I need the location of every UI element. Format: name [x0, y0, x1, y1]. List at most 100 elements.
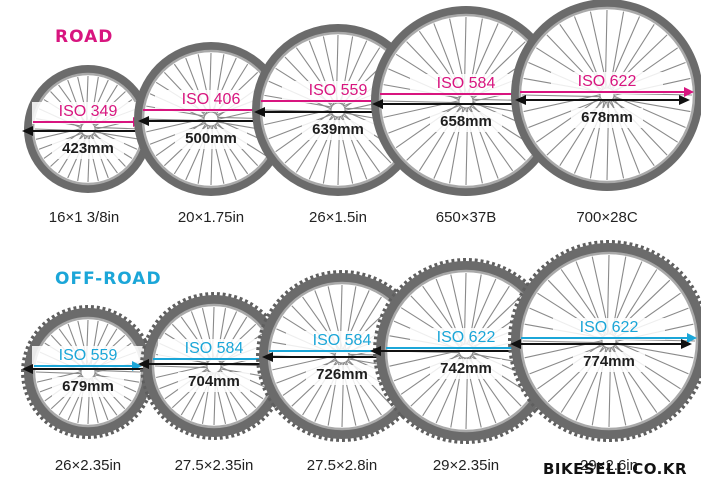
iso-arrow-head	[687, 333, 697, 343]
diameter-label: 774mm	[583, 353, 635, 370]
iso-label-bg	[158, 339, 270, 361]
wheel: ISO 584 658mm	[371, 6, 561, 196]
spoke	[529, 343, 606, 375]
tire-size-label: 700×28C	[576, 209, 637, 226]
diameter-label: 658mm	[440, 113, 492, 130]
iso-label: ISO 622	[578, 73, 637, 90]
diameter-label-bg	[430, 359, 502, 379]
diameter-label: 639mm	[312, 121, 364, 138]
wheel: ISO 622 774mm	[508, 240, 701, 442]
spoke	[35, 371, 84, 375]
iso-label: ISO 584	[185, 340, 244, 357]
hub	[206, 358, 222, 374]
tire-size-label: 26×1.5in	[309, 209, 367, 226]
diameter-label-bg	[306, 365, 378, 385]
diameter-arrow-tail	[370, 346, 381, 356]
diameter-label: 500mm	[185, 130, 237, 147]
iso-label-bg	[282, 81, 394, 103]
iso-label-bg	[410, 74, 522, 96]
diameter-label-bg	[178, 372, 250, 392]
iso-label: ISO 559	[59, 347, 118, 364]
iso-label: ISO 622	[580, 319, 639, 336]
tire-size-label: 27.5×2.8in	[307, 457, 377, 474]
wheel: ISO 584 726mm	[256, 270, 428, 442]
tire-size-label: 16×1 3/8in	[49, 209, 119, 226]
iso-label: ISO 406	[182, 91, 241, 108]
diameter-arrow-tail	[510, 339, 521, 349]
hub	[203, 111, 219, 127]
spoke	[613, 343, 694, 359]
diameter-arrow-head	[679, 95, 690, 105]
diameter-arrow-head	[681, 339, 692, 349]
diameter-label-bg	[52, 139, 124, 159]
diameter-label-bg	[302, 120, 374, 140]
diameter-label: 726mm	[316, 366, 368, 383]
diameter-arrow-tail	[262, 352, 273, 362]
tire-size-label: 26×2.35in	[55, 457, 121, 474]
wheel: ISO 622 742mm	[370, 258, 559, 444]
diameter-label: 742mm	[440, 360, 492, 377]
spoke	[154, 365, 210, 369]
road-section-title: ROAD	[55, 27, 113, 47]
spoke	[393, 353, 463, 382]
hub	[80, 121, 96, 137]
spoke	[268, 112, 335, 140]
road-wheels-group: ISO 349 423mm ISO 406 500mm ISO 559 639mm ISO …	[22, 0, 701, 196]
tire-size-label: 29×2.6in	[580, 457, 638, 474]
spoke	[536, 95, 603, 143]
iso-label-bg	[32, 346, 144, 368]
diameter-label-bg	[573, 352, 645, 372]
diameter-arrow-tail	[254, 107, 265, 117]
wheel: ISO 622 678mm	[511, 0, 701, 191]
diameter-arrow-tail	[138, 359, 149, 369]
tire-size-label: 27.5×2.35in	[175, 457, 254, 474]
spoke	[523, 93, 603, 113]
diameter-arrow-tail	[22, 126, 33, 136]
iso-label: ISO 584	[313, 332, 372, 349]
spoke	[528, 97, 604, 129]
wheel: ISO 349 423mm	[22, 65, 157, 193]
wheel: ISO 406 500mm	[134, 42, 288, 196]
diameter-label-bg	[175, 129, 247, 149]
spoke	[522, 340, 605, 344]
spoke	[388, 103, 463, 134]
iso-label-bg	[32, 102, 144, 124]
tire-size-label: 29×2.35in	[433, 457, 499, 474]
iso-label: ISO 559	[309, 82, 368, 99]
iso-label: ISO 622	[437, 329, 496, 346]
tire-size-label: 20×1.75in	[178, 209, 244, 226]
diameter-arrow-tail	[515, 95, 526, 105]
diameter-arrow-tail	[372, 99, 383, 109]
road-size-labels: 16×1 3/8in 20×1.75in 26×1.5in 650×37B 700×28…	[49, 209, 638, 226]
iso-label: ISO 349	[59, 103, 118, 120]
diameter-label: 678mm	[581, 109, 633, 126]
spoke	[537, 341, 605, 390]
diameter-arrow-tail	[22, 364, 33, 374]
iso-label-bg	[155, 90, 267, 112]
wheel: ISO 559 679mm	[21, 305, 158, 439]
spoke	[395, 101, 462, 149]
diameter-label-bg	[571, 108, 643, 128]
hub	[330, 102, 346, 118]
watermark: BIKESELL.CO.KR	[543, 460, 687, 478]
iso-label-bg	[553, 318, 665, 340]
iso-label: ISO 584	[437, 75, 496, 92]
spoke	[609, 98, 678, 143]
diameter-label-bg	[52, 377, 124, 397]
diameter-label-bg	[430, 112, 502, 132]
diameter-label: 679mm	[62, 378, 114, 395]
tire-size-label: 650×37B	[436, 209, 496, 226]
hub	[458, 93, 474, 109]
diameter-arrow-tail	[138, 116, 149, 126]
diameter-label: 704mm	[188, 373, 240, 390]
iso-label-bg	[286, 331, 398, 353]
spoke	[381, 100, 462, 104]
iso-arrow-head	[684, 87, 694, 97]
offroad-section-title: OFF-ROAD	[55, 269, 162, 289]
diameter-label: 423mm	[62, 140, 114, 157]
wheel: ISO 584 704mm	[138, 292, 288, 440]
iso-label-bg	[551, 72, 663, 94]
